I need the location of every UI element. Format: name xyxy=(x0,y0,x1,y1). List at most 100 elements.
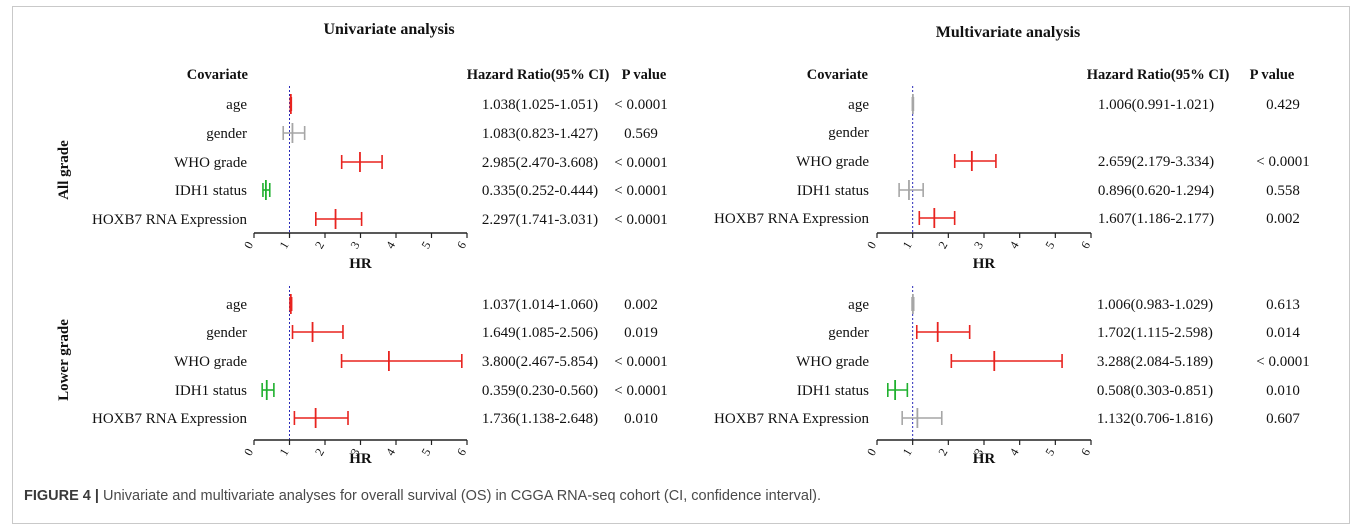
panel-4-x-tick-label-6: 6 xyxy=(1078,446,1093,458)
panel-4-p-value-who-grade: < 0.0001 xyxy=(1256,354,1309,370)
panel-3-p-value-who-grade: < 0.0001 xyxy=(614,354,667,370)
panel-4-p-value-gender: 0.014 xyxy=(1266,325,1300,341)
panel-2-x-tick-label-6: 6 xyxy=(1078,239,1093,251)
panel-4-row-label-gender: gender xyxy=(828,325,869,341)
panel-1-x-tick-label-0: 0 xyxy=(241,239,256,251)
panel-1-x-tick-label-5: 5 xyxy=(418,239,433,251)
panel-2-x-tick-label-4: 4 xyxy=(1007,239,1022,251)
panel-1-p-value-header: P value xyxy=(622,67,667,83)
panel-3-p-value-hoxb7-rna-expression: 0.010 xyxy=(624,411,658,427)
panel-4-row-label-age: age xyxy=(848,297,869,313)
panel-2-p-value-header: P value xyxy=(1250,67,1295,83)
panel-2-x-tick-label-2: 2 xyxy=(935,239,950,251)
panel-4-hr-ci-gender: 1.702(1.115-2.598) xyxy=(1097,325,1213,341)
panel-4-row-label-hoxb7-rna-expression: HOXB7 RNA Expression xyxy=(714,411,870,427)
panel-4-p-value-idh1-status: 0.010 xyxy=(1266,383,1300,399)
panel-4-x-tick-label-2: 2 xyxy=(935,446,950,458)
panel-2-x-tick-label-3: 3 xyxy=(971,239,986,251)
panel-4-p-value-age: 0.613 xyxy=(1266,297,1300,313)
panel-4-x-tick-label-1: 1 xyxy=(900,446,915,458)
group-label-lower-grade: Lower grade xyxy=(56,319,72,401)
panel-2-p-value-idh1-status: 0.558 xyxy=(1266,183,1300,199)
panel-1-hr-ci-gender: 1.083(0.823-1.427) xyxy=(482,126,598,142)
panel-3-x-tick-label-1: 1 xyxy=(276,446,291,458)
panel-1-p-value-who-grade: < 0.0001 xyxy=(614,155,667,171)
panel-1-x-axis-label: HR xyxy=(349,256,372,272)
panel-3-x-axis-label: HR xyxy=(349,451,372,467)
panel-1-hr-ci-who-grade: 2.985(2.470-3.608) xyxy=(482,155,598,171)
panel-3-row-label-age: age xyxy=(226,297,247,313)
panel-1-hr-ci-header: Hazard Ratio(95% CI) xyxy=(467,67,610,83)
panel-3-hr-ci-who-grade: 3.800(2.467-5.854) xyxy=(482,354,598,370)
panel-1-x-tick-label-2: 2 xyxy=(312,239,327,251)
panel-4-row-label-who-grade: WHO grade xyxy=(796,354,869,370)
panel-2-row-label-age: age xyxy=(848,97,869,113)
panel-3-x-tick-label-4: 4 xyxy=(383,446,398,458)
panel-2-row-label-idh1-status: IDH1 status xyxy=(797,183,869,199)
panel-1-covariate-header: Covariate xyxy=(187,67,249,83)
panel-1-row-label-gender: gender xyxy=(206,126,247,142)
panel-2-row-label-who-grade: WHO grade xyxy=(796,154,869,170)
panel-4-x-tick-label-0: 0 xyxy=(864,446,879,458)
panel-3-x-tick-label-5: 5 xyxy=(418,446,433,458)
figure-label: FIGURE 4 | xyxy=(24,488,99,504)
figure-frame xyxy=(12,6,1350,524)
panel-1-hr-ci-idh1-status: 0.335(0.252-0.444) xyxy=(482,183,598,199)
panel-4-hr-ci-who-grade: 3.288(2.084-5.189) xyxy=(1097,354,1213,370)
panel-1-x-tick-label-3: 3 xyxy=(347,239,362,251)
panel-4-x-tick-label-5: 5 xyxy=(1042,446,1057,458)
panel-4-x-axis-label: HR xyxy=(973,451,996,467)
figure-caption: FIGURE 4 | Univariate and multivariate a… xyxy=(24,488,1334,504)
panel-1-hr-ci-hoxb7-rna-expression: 2.297(1.741-3.031) xyxy=(482,212,598,228)
panel-1-hr-ci-age: 1.038(1.025-1.051) xyxy=(482,97,598,113)
panel-2-row-label-gender: gender xyxy=(828,125,869,141)
panel-3-x-tick-label-0: 0 xyxy=(241,446,256,458)
panel-3-row-label-gender: gender xyxy=(206,325,247,341)
panel-1-x-tick-label-1: 1 xyxy=(276,239,291,251)
panel-3-hr-ci-hoxb7-rna-expression: 1.736(1.138-2.648) xyxy=(482,411,598,427)
panel-3-row-label-hoxb7-rna-expression: HOXB7 RNA Expression xyxy=(92,411,248,427)
panel-3-x-tick-label-2: 2 xyxy=(312,446,327,458)
panel-1-x-tick-label-6: 6 xyxy=(454,239,469,251)
panel-4-hr-ci-age: 1.006(0.983-1.029) xyxy=(1097,297,1213,313)
panel-2-hr-ci-who-grade: 2.659(2.179-3.334) xyxy=(1098,154,1214,170)
figure-caption-text: Univariate and multivariate analyses for… xyxy=(103,488,822,504)
panel-1-p-value-idh1-status: < 0.0001 xyxy=(614,183,667,199)
panel-2-p-value-who-grade: < 0.0001 xyxy=(1256,154,1309,170)
panel-1-row-label-age: age xyxy=(226,97,247,113)
panel-2-x-tick-label-1: 1 xyxy=(900,239,915,251)
panel-4-x-tick-label-4: 4 xyxy=(1007,446,1022,458)
panel-1-row-label-hoxb7-rna-expression: HOXB7 RNA Expression xyxy=(92,212,248,228)
panel-3-p-value-gender: 0.019 xyxy=(624,325,658,341)
panel-1-p-value-age: < 0.0001 xyxy=(614,97,667,113)
panel-2-p-value-age: 0.429 xyxy=(1266,97,1300,113)
panel-3-x-tick-label-6: 6 xyxy=(454,446,469,458)
panel-1-row-label-idh1-status: IDH1 status xyxy=(175,183,247,199)
panel-3-p-value-idh1-status: < 0.0001 xyxy=(614,383,667,399)
panel-4-hr-ci-idh1-status: 0.508(0.303-0.851) xyxy=(1097,383,1213,399)
panel-3-hr-ci-gender: 1.649(1.085-2.506) xyxy=(482,325,598,341)
panel-2-p-value-hoxb7-rna-expression: 0.002 xyxy=(1266,211,1300,227)
panel-2-title: Multivariate analysis xyxy=(936,24,1080,41)
panel-3-row-label-who-grade: WHO grade xyxy=(174,354,247,370)
panel-3-hr-ci-age: 1.037(1.014-1.060) xyxy=(482,297,598,313)
panel-3-p-value-age: 0.002 xyxy=(624,297,658,313)
panel-1-p-value-hoxb7-rna-expression: < 0.0001 xyxy=(614,212,667,228)
panel-1-title: Univariate analysis xyxy=(323,21,454,38)
panel-3-row-label-idh1-status: IDH1 status xyxy=(175,383,247,399)
panel-2-x-axis-label: HR xyxy=(973,256,996,272)
panel-2-hr-ci-idh1-status: 0.896(0.620-1.294) xyxy=(1098,183,1214,199)
panel-2-hr-ci-age: 1.006(0.991-1.021) xyxy=(1098,97,1214,113)
panel-2-covariate-header: Covariate xyxy=(807,67,869,83)
panel-1-row-label-who-grade: WHO grade xyxy=(174,155,247,171)
group-label-all-grade: All grade xyxy=(56,140,72,200)
panel-1-x-tick-label-4: 4 xyxy=(383,239,398,251)
panel-3-hr-ci-idh1-status: 0.359(0.230-0.560) xyxy=(482,383,598,399)
panel-4-row-label-idh1-status: IDH1 status xyxy=(797,383,869,399)
panel-2-hr-ci-hoxb7-rna-expression: 1.607(1.186-2.177) xyxy=(1098,211,1214,227)
panel-2-row-label-hoxb7-rna-expression: HOXB7 RNA Expression xyxy=(714,211,870,227)
panel-2-x-tick-label-0: 0 xyxy=(864,239,879,251)
panel-4-p-value-hoxb7-rna-expression: 0.607 xyxy=(1266,411,1300,427)
panel-4-hr-ci-hoxb7-rna-expression: 1.132(0.706-1.816) xyxy=(1097,411,1213,427)
